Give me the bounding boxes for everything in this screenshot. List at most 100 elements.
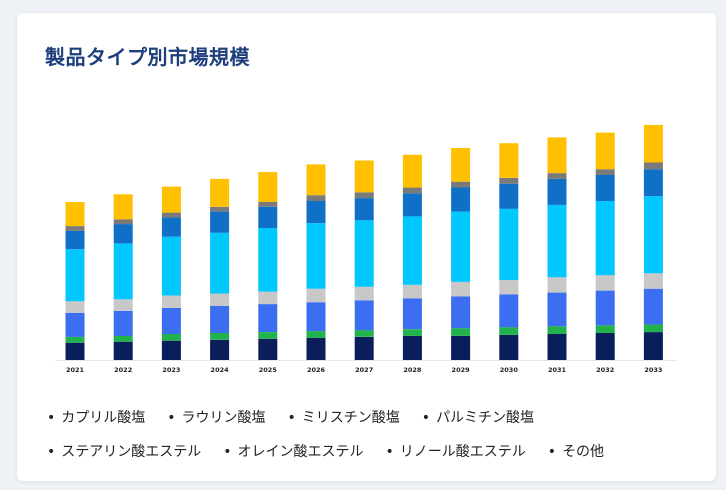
bar-segment-2031-series-6: [547, 178, 567, 205]
legend-label: ステアリン酸エステル: [61, 444, 202, 460]
bar-segment-2033-series-2: [643, 324, 663, 332]
bar-segment-2027-series-6: [354, 198, 374, 221]
bar-segment-2025-series-4: [258, 291, 278, 305]
bar-segment-2025-series-6: [258, 206, 278, 228]
legend-bullet-icon: •: [385, 444, 394, 460]
bar-segment-2028-series-7: [402, 187, 422, 194]
bar-segment-2025-series-2: [258, 332, 278, 339]
bar-segment-2028-series-5: [402, 216, 422, 285]
bar-segment-2029-series-5: [451, 211, 471, 282]
legend-item-6: • オレイン酸エステル: [223, 435, 363, 469]
bar-segment-2021-series-4: [65, 301, 85, 313]
x-tick-label-2030: 2030: [500, 366, 519, 374]
x-tick-label-2022: 2022: [114, 366, 132, 374]
x-tick-label-2027: 2027: [355, 366, 373, 374]
legend-item-3: • ミリスチン酸塩: [288, 401, 400, 435]
legend-label: ラウリン酸塩: [181, 410, 266, 426]
bar-segment-2024-series-5: [210, 232, 230, 294]
bar-segment-2025-series-7: [258, 202, 278, 207]
bar-segment-2023-series-3: [161, 308, 181, 334]
legend-bullet-icon: •: [223, 444, 232, 460]
bar-segment-2029-series-6: [451, 187, 471, 212]
bar-segment-2024-series-7: [210, 206, 230, 212]
bar-segment-2033-series-3: [643, 288, 663, 325]
bar-segment-2028-series-4: [402, 284, 422, 299]
legend-bullet-icon: •: [287, 410, 296, 426]
bar-segment-2025-series-8: [258, 172, 278, 202]
bar-segment-2024-series-2: [210, 333, 230, 340]
bar-segment-2030-series-2: [499, 327, 519, 335]
bar-segment-2023-series-8: [161, 186, 181, 213]
legend-bullet-icon: •: [421, 410, 431, 426]
bar-segment-2021-series-2: [65, 336, 85, 343]
legend-bullet-icon: •: [47, 410, 56, 426]
legend-item-8: • その他: [548, 435, 604, 469]
x-tick-label-2032: 2032: [596, 366, 614, 374]
bar-segment-2028-series-3: [402, 298, 422, 330]
x-tick-label-2026: 2026: [307, 366, 326, 374]
bar-segment-2032-series-3: [595, 290, 615, 326]
x-tick-label-2025: 2025: [259, 366, 278, 374]
legend-bullet-icon: •: [547, 444, 557, 460]
bar-segment-2021-series-6: [65, 230, 85, 250]
x-tick-label-2023: 2023: [162, 366, 180, 374]
bar-segment-2032-series-6: [595, 175, 615, 201]
bar-segment-2026-series-2: [306, 331, 326, 338]
legend-item-5: • ステアリン酸エステル: [47, 435, 201, 469]
x-tick-label-2021: 2021: [66, 366, 85, 374]
bar-segment-2028-series-2: [402, 329, 422, 336]
bar-segment-2023-series-7: [161, 212, 181, 218]
bar-segment-2028-series-6: [402, 193, 422, 217]
bar-segment-2029-series-4: [451, 282, 471, 297]
bar-segment-2025-series-3: [258, 304, 278, 332]
bar-segment-2033-series-7: [643, 162, 663, 170]
bar-segment-2031-series-2: [547, 326, 567, 334]
bar-segment-2027-series-1: [354, 336, 374, 360]
bar-segment-2022-series-5: [113, 243, 133, 300]
bar-segment-2027-series-4: [354, 286, 374, 301]
chart-card: 製品タイプ別市場規模 2021 2022 2023 2024 2025 2026 2027 2…: [17, 13, 716, 481]
bar-segment-2031-series-5: [547, 204, 567, 278]
x-tick-label-2033: 2033: [644, 366, 662, 374]
legend-label: その他: [562, 444, 605, 460]
x-tick-label-2031: 2031: [548, 366, 567, 374]
bar-segment-2032-series-2: [595, 325, 615, 333]
bar-segment-2027-series-2: [354, 330, 374, 337]
bar-segment-2031-series-7: [547, 173, 567, 179]
bar-segment-2026-series-6: [306, 201, 326, 224]
legend-item-2: • ラウリン酸塩: [167, 401, 265, 435]
bar-segment-2032-series-4: [595, 275, 615, 291]
bar-segment-2022-series-7: [113, 219, 133, 225]
bar-segment-2024-series-3: [210, 306, 230, 333]
bar-segment-2026-series-3: [306, 302, 326, 332]
legend-item-4: • パルミチン酸塩: [422, 401, 534, 435]
legend-label: リノール酸エステル: [399, 444, 526, 460]
bar-segment-2022-series-3: [113, 310, 133, 336]
bar-segment-2030-series-8: [499, 143, 519, 178]
legend-label: カプリル酸塩: [61, 410, 146, 426]
bar-segment-2026-series-7: [306, 195, 326, 201]
bar-segment-2021-series-8: [65, 202, 85, 227]
x-tick-label-2024: 2024: [211, 366, 230, 374]
bar-segment-2026-series-8: [306, 164, 326, 196]
bar-segment-2029-series-1: [451, 335, 471, 360]
bar-segment-2023-series-5: [161, 236, 181, 296]
bar-segment-2024-series-1: [210, 339, 230, 360]
bar-segment-2023-series-6: [161, 217, 181, 237]
bar-segment-2022-series-2: [113, 335, 133, 342]
x-tick-label-2028: 2028: [403, 366, 422, 374]
bar-segment-2021-series-7: [65, 226, 85, 231]
bar-segment-2022-series-4: [113, 299, 133, 311]
bar-segment-2033-series-5: [643, 196, 663, 274]
bar-segment-2032-series-8: [595, 132, 615, 170]
legend-item-7: • リノール酸エステル: [386, 435, 526, 469]
bar-segment-2028-series-1: [402, 335, 422, 360]
bar-segment-2023-series-1: [161, 340, 181, 360]
bar-segment-2031-series-1: [547, 334, 567, 360]
bar-segment-2029-series-7: [451, 181, 471, 188]
bar-segment-2030-series-7: [499, 177, 519, 184]
bar-segment-2025-series-5: [258, 228, 278, 292]
bar-segment-2021-series-5: [65, 249, 85, 302]
bar-segment-2030-series-3: [499, 294, 519, 328]
bar-segment-2027-series-8: [354, 160, 374, 193]
